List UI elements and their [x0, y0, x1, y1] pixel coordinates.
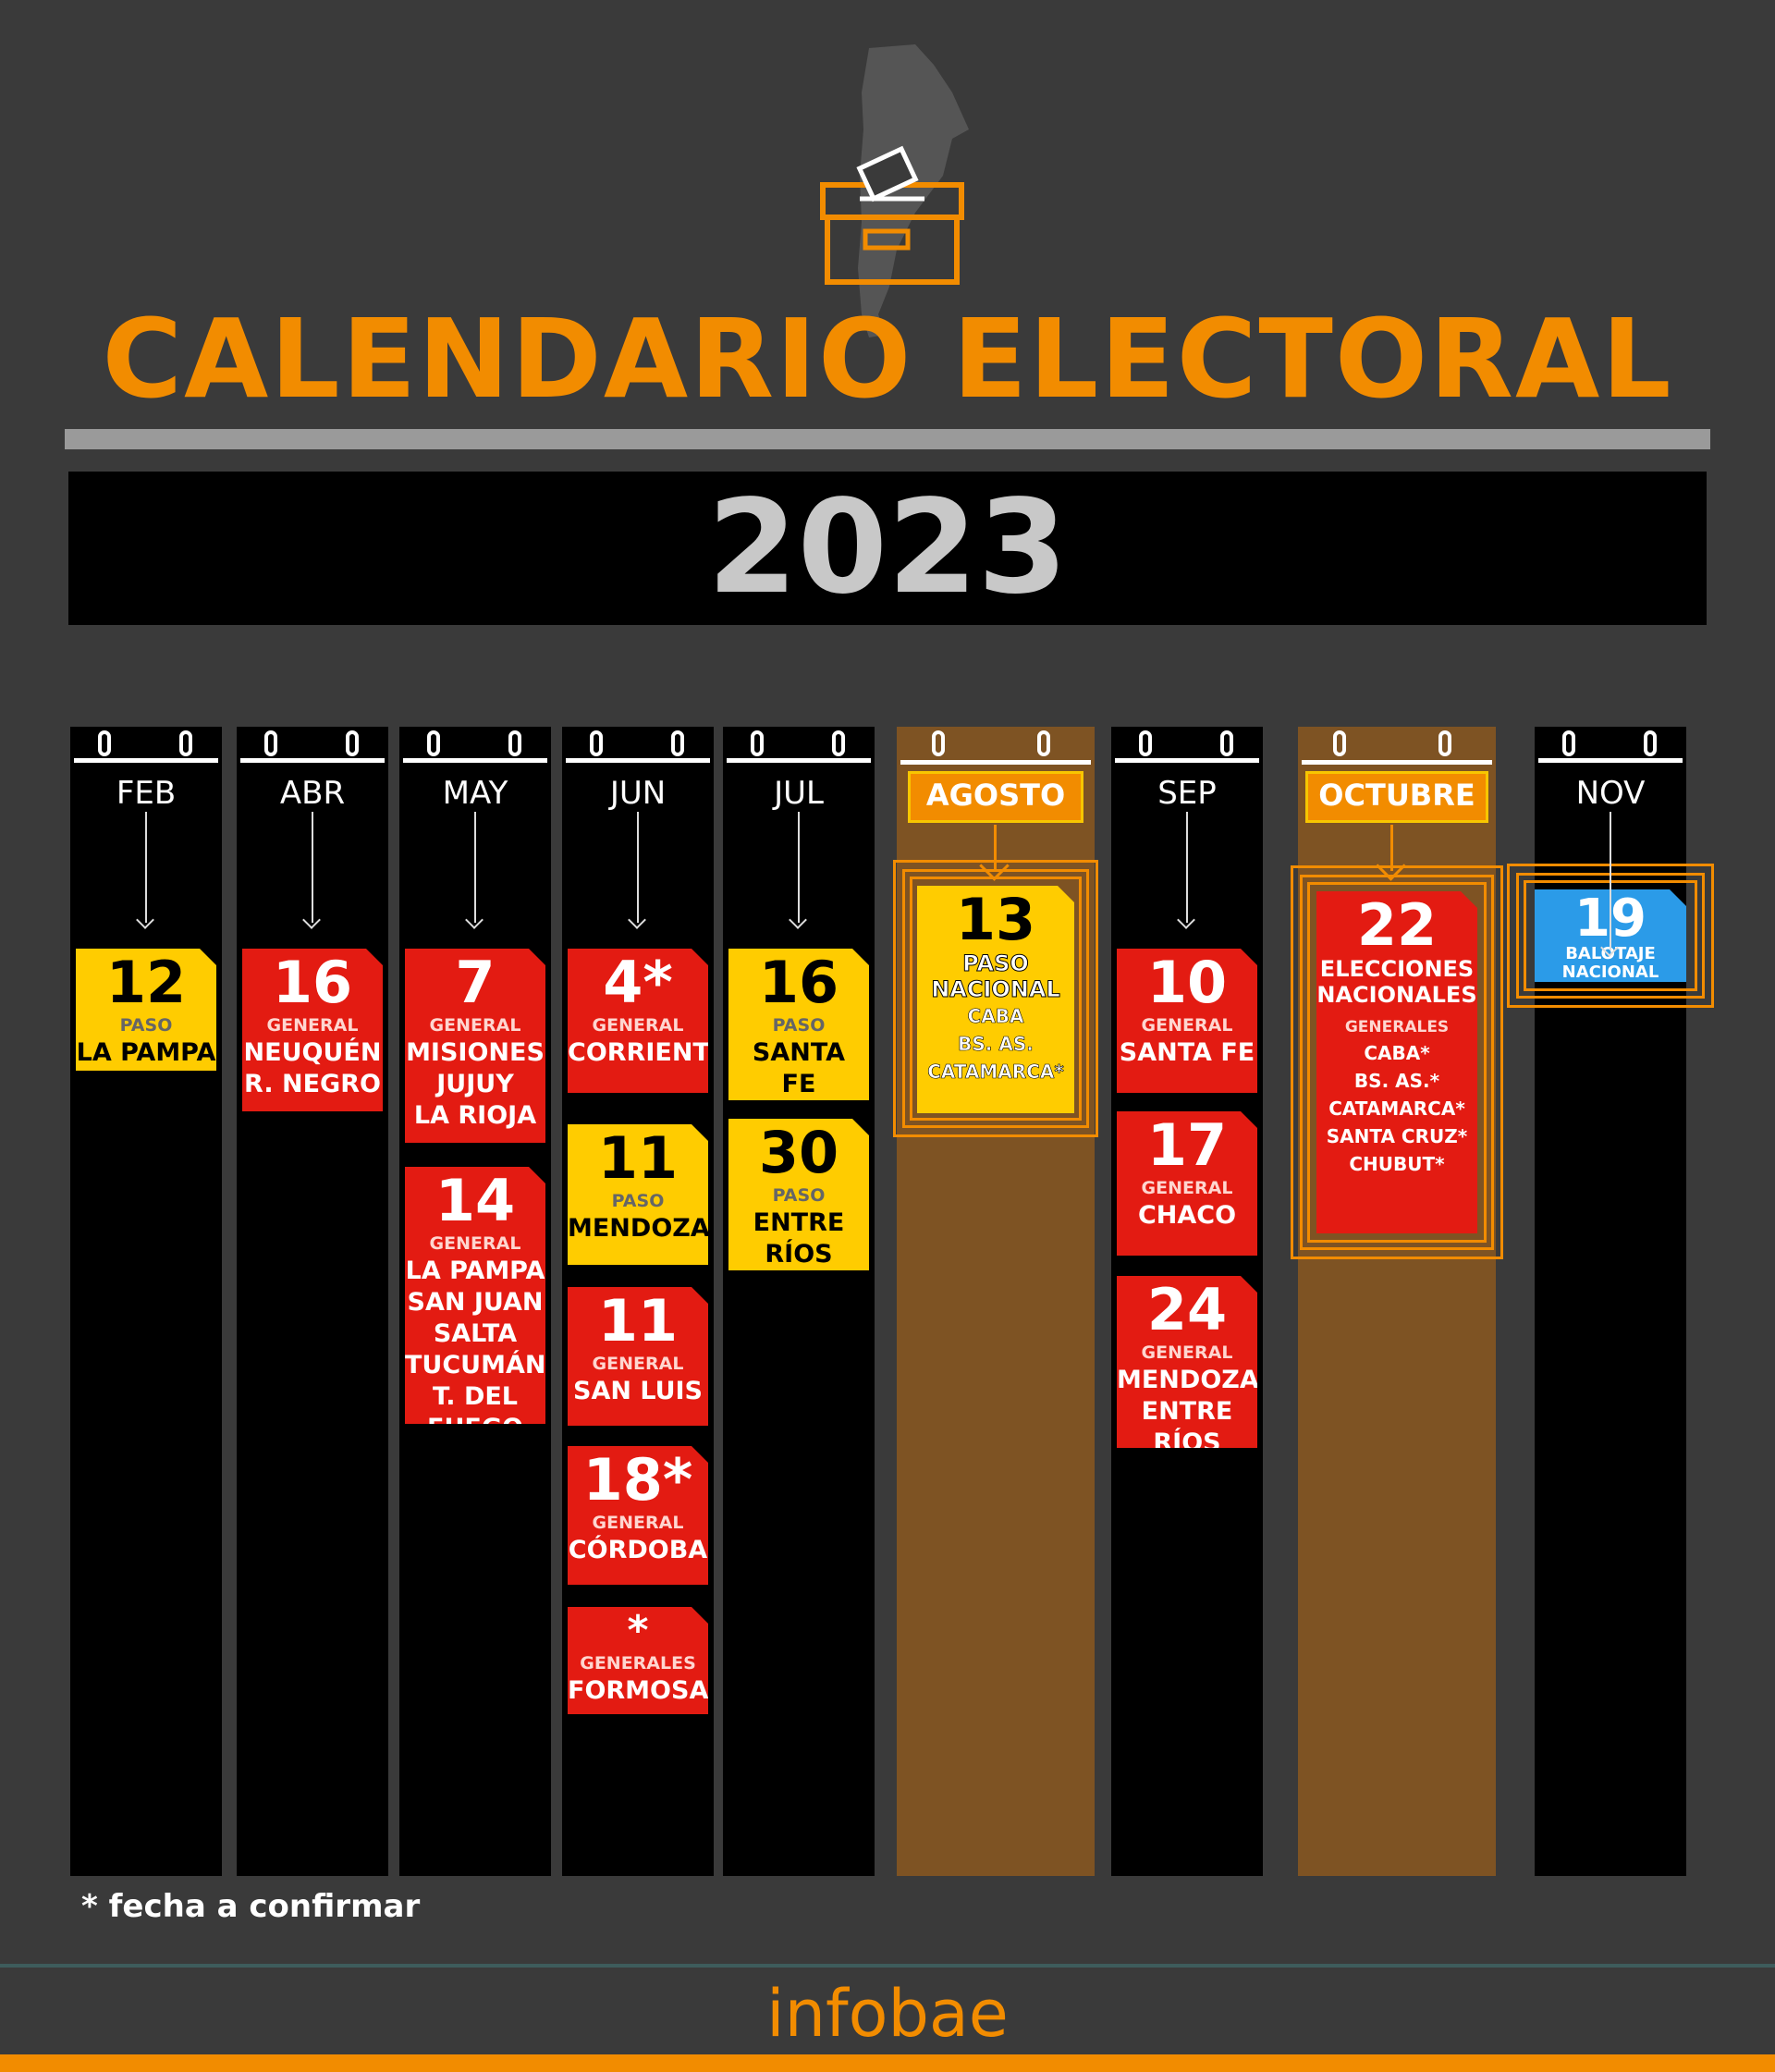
month-column-octubre: OCTUBRE 22 ELECCIONES NACIONALES GENERAL…: [1291, 727, 1503, 1876]
event-card: 16 PASO SANTA FE: [728, 949, 869, 1100]
argentina-map-icon: [858, 44, 969, 337]
month-label: NOV: [1575, 775, 1646, 812]
month-label: ABR: [279, 775, 346, 812]
brand-logo: infobae: [766, 1976, 1009, 2052]
arrow-down-icon: [312, 812, 313, 923]
month-label: FEB: [116, 775, 177, 812]
arrow-down-icon: [474, 812, 476, 923]
arrow-down-icon: [1186, 812, 1188, 923]
month-column-may: MAY 7 GENERAL MISIONES JUJUY LA RIOJA 14…: [399, 727, 551, 1876]
event-card: 11 GENERAL SAN LUIS: [568, 1287, 708, 1426]
arrow-down-icon: [1610, 812, 1611, 950]
footnote: * fecha a confirmar: [81, 1888, 421, 1925]
arrow-down-icon: [798, 812, 800, 923]
month-column-agosto: AGOSTO 13 PASO NACIONAL CABA BS. AS. CAT…: [893, 727, 1098, 1876]
event-card: 16 GENERAL NEUQUÉN R. NEGRO: [242, 949, 383, 1111]
month-label: JUN: [609, 775, 667, 812]
month-label: OCTUBRE: [1305, 771, 1488, 823]
event-card: 10 GENERAL SANTA FE: [1117, 949, 1257, 1093]
month-column-abr: ABR 16 GENERAL NEUQUÉN R. NEGRO: [237, 727, 388, 1876]
event-card: 18* GENERAL CÓRDOBA: [568, 1446, 708, 1585]
event-card: 7 GENERAL MISIONES JUJUY LA RIOJA: [405, 949, 545, 1143]
page-title: CALENDARIO ELECTORAL: [102, 295, 1673, 423]
ballot-box-icon: [820, 44, 969, 337]
title-divider: [65, 429, 1710, 449]
month-label: JUL: [774, 775, 824, 812]
event-card: 14 GENERAL LA PAMPA SAN JUAN SALTA TUCUM…: [405, 1167, 546, 1442]
event-card: * GENERALES FORMOSA: [568, 1607, 708, 1714]
arrow-down-icon: [994, 825, 997, 871]
event-card-featured: 22 ELECCIONES NACIONALES GENERALES CABA*…: [1316, 891, 1477, 1233]
event-card: 12 PASO LA PAMPA: [76, 949, 216, 1071]
month-label: MAY: [442, 775, 508, 812]
event-card: 30 PASO ENTRE RÍOS: [728, 1119, 869, 1270]
arrow-down-icon: [637, 812, 639, 923]
event-card: 24 GENERAL MENDOZA ENTRE RÍOS: [1117, 1276, 1259, 1457]
arrow-down-icon: [1390, 825, 1393, 871]
footer-divider: [0, 1964, 1775, 1968]
month-column-jul: JUL 16 PASO SANTA FE 30 PASO ENTRE RÍOS: [723, 727, 875, 1876]
footer-bar: [0, 2054, 1775, 2072]
month-label: AGOSTO: [908, 771, 1083, 823]
year-label: 2023: [707, 472, 1068, 623]
month-column-jun: JUN 4* GENERAL CORRIENTES 11 PASO MENDOZ…: [562, 727, 714, 1876]
event-card-featured: 13 PASO NACIONAL CABA BS. AS. CATAMARCA*: [917, 886, 1074, 1113]
event-card: 4* GENERAL CORRIENTES: [568, 949, 708, 1093]
event-card: 17 GENERAL CHACO: [1117, 1111, 1257, 1256]
year-band: [68, 472, 1707, 625]
month-column-nov: NOV 19 BALOTAJE NACIONAL: [1507, 727, 1714, 1876]
month-column-sep: SEP 10 GENERAL SANTA FE 17 GENERAL CHACO…: [1111, 727, 1263, 1876]
month-column-feb: FEB 12 PASO LA PAMPA: [70, 727, 222, 1876]
month-label: SEP: [1157, 775, 1217, 812]
event-card: 11 PASO MENDOZA: [568, 1124, 708, 1265]
arrow-down-icon: [145, 812, 147, 923]
